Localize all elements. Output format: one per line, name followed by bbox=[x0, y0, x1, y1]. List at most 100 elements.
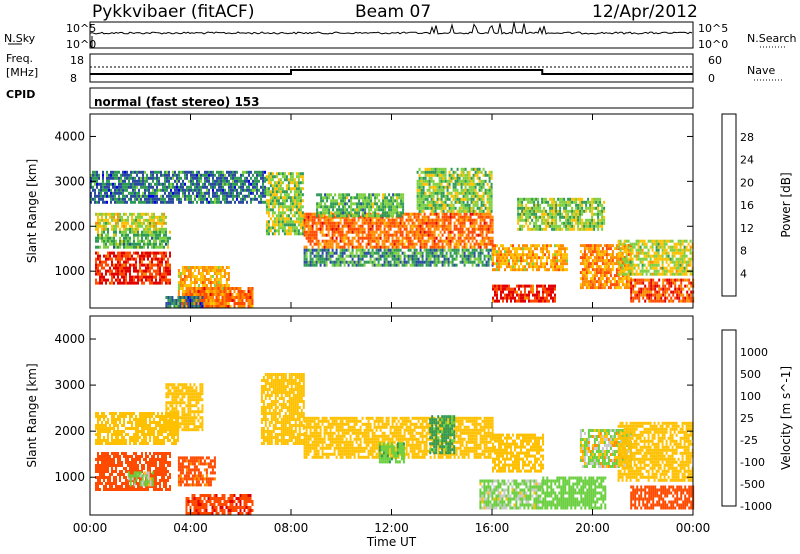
panel-power-cell bbox=[309, 248, 312, 252]
panel-power-cell bbox=[237, 299, 240, 302]
panel-power-cell bbox=[421, 236, 424, 240]
panel-power-cell bbox=[181, 272, 184, 275]
panel-power-cell bbox=[149, 266, 151, 270]
panel-power-cell bbox=[387, 260, 390, 264]
panel-power-cell bbox=[113, 230, 115, 234]
panel-power-cell bbox=[293, 181, 296, 185]
panel-power-cell bbox=[389, 221, 392, 225]
panel-power-cell bbox=[389, 260, 392, 264]
panel-power-cell bbox=[508, 259, 510, 263]
panel-power-cell bbox=[313, 242, 316, 246]
panel-power-cell bbox=[603, 253, 606, 257]
panel-power-cell bbox=[543, 197, 546, 201]
panel-power-cell bbox=[451, 257, 454, 261]
panel-power-cell bbox=[307, 263, 310, 267]
panel-power-cell bbox=[436, 197, 439, 201]
panel-power-cell bbox=[615, 259, 618, 263]
panel-power-cell bbox=[455, 242, 458, 246]
panel-power-cell bbox=[546, 256, 548, 260]
panel-power-cell bbox=[349, 239, 352, 243]
panel-power-cell bbox=[115, 239, 117, 243]
panel-power-cell bbox=[460, 191, 463, 195]
panel-power-cell bbox=[287, 217, 290, 221]
panel-power-cell bbox=[416, 170, 419, 174]
panel-power-cell bbox=[416, 182, 419, 186]
panel-power-cell bbox=[203, 293, 206, 296]
panel-power-cell bbox=[397, 236, 400, 240]
panel-power-cell bbox=[285, 199, 288, 203]
panel-power-cell bbox=[101, 260, 103, 264]
panel-power-cell bbox=[219, 275, 222, 278]
panel-power-cell bbox=[536, 253, 538, 257]
panel-power-cell bbox=[269, 184, 272, 188]
panel-power-cell bbox=[522, 253, 524, 257]
panel-power-cell bbox=[341, 254, 344, 258]
panel-power-cell bbox=[543, 212, 546, 216]
panel-power-cell bbox=[645, 257, 648, 261]
panel-power-cell bbox=[157, 272, 159, 276]
panel-power-cell bbox=[147, 275, 149, 279]
panel-power-cell bbox=[364, 193, 367, 197]
panel-power-cell bbox=[441, 215, 444, 219]
panel-power-cell bbox=[299, 226, 302, 230]
panel-power-cell bbox=[281, 214, 284, 218]
panel-power-cell bbox=[448, 197, 451, 201]
panel-power-cell bbox=[161, 227, 163, 231]
panel-power-cell bbox=[524, 293, 526, 297]
panel-power-cell bbox=[419, 218, 422, 222]
panel-power-cell bbox=[585, 280, 588, 284]
panel-power-cell bbox=[327, 221, 330, 225]
panel-power-cell bbox=[587, 265, 590, 269]
panel-power-cell bbox=[321, 251, 324, 255]
panel-power-cell bbox=[591, 283, 594, 287]
panel-power-cell bbox=[251, 290, 254, 293]
panel-power-cell bbox=[189, 290, 192, 293]
panel-power-cell bbox=[465, 212, 468, 216]
panel-power-cell bbox=[591, 212, 594, 216]
panel-power-cell bbox=[527, 218, 530, 222]
panel-power-cell bbox=[289, 178, 292, 182]
panel-power-cell bbox=[187, 272, 190, 275]
panel-power-cell bbox=[637, 272, 640, 276]
panel-power-cell bbox=[636, 293, 639, 297]
panel-power-cell bbox=[299, 214, 302, 218]
panel-power-cell bbox=[350, 196, 353, 200]
panel-power-cell bbox=[389, 233, 392, 237]
panel-power-cell bbox=[418, 167, 421, 171]
panel-power-cell bbox=[365, 251, 368, 255]
panel-power-cell bbox=[221, 293, 224, 296]
panel-power-cell bbox=[504, 259, 506, 263]
panel-power-cell bbox=[347, 221, 350, 225]
panel-power-cell bbox=[599, 221, 602, 225]
panel-power-cell bbox=[613, 277, 616, 281]
panel-power-cell bbox=[169, 272, 171, 276]
panel-power-cell bbox=[334, 211, 337, 215]
panel-power-cell bbox=[153, 212, 155, 216]
panel-power-cell bbox=[403, 212, 406, 216]
panel-power-cell bbox=[353, 227, 356, 231]
panel-power-cell bbox=[287, 208, 290, 212]
panel-power-cell bbox=[366, 205, 369, 209]
panel-power-cell bbox=[615, 274, 618, 278]
panel-power-cell bbox=[512, 293, 514, 297]
panel-power-cell bbox=[575, 209, 578, 213]
panel-power-cell bbox=[646, 287, 649, 291]
panel-power-cell bbox=[639, 251, 642, 255]
panel-power-cell bbox=[397, 260, 400, 264]
panel-power-cell bbox=[399, 248, 402, 252]
panel-power-cell bbox=[347, 242, 350, 246]
panel-power-cell bbox=[167, 260, 169, 264]
panel-power-cell bbox=[353, 260, 356, 264]
panel-power-cell bbox=[374, 208, 377, 212]
panel-power-cell bbox=[477, 260, 480, 264]
panel-power-cell bbox=[421, 215, 424, 219]
panel-power-cell bbox=[275, 223, 278, 227]
panel-power-cell bbox=[375, 257, 378, 261]
panel-power-cell bbox=[165, 269, 167, 273]
panel-power-cell bbox=[627, 269, 630, 273]
panel-power-cell bbox=[585, 262, 588, 266]
panel-power-cell bbox=[99, 236, 101, 240]
panel-power-cell bbox=[283, 223, 286, 227]
panel-power-cell bbox=[613, 256, 616, 260]
panel-power-cell bbox=[321, 224, 324, 228]
